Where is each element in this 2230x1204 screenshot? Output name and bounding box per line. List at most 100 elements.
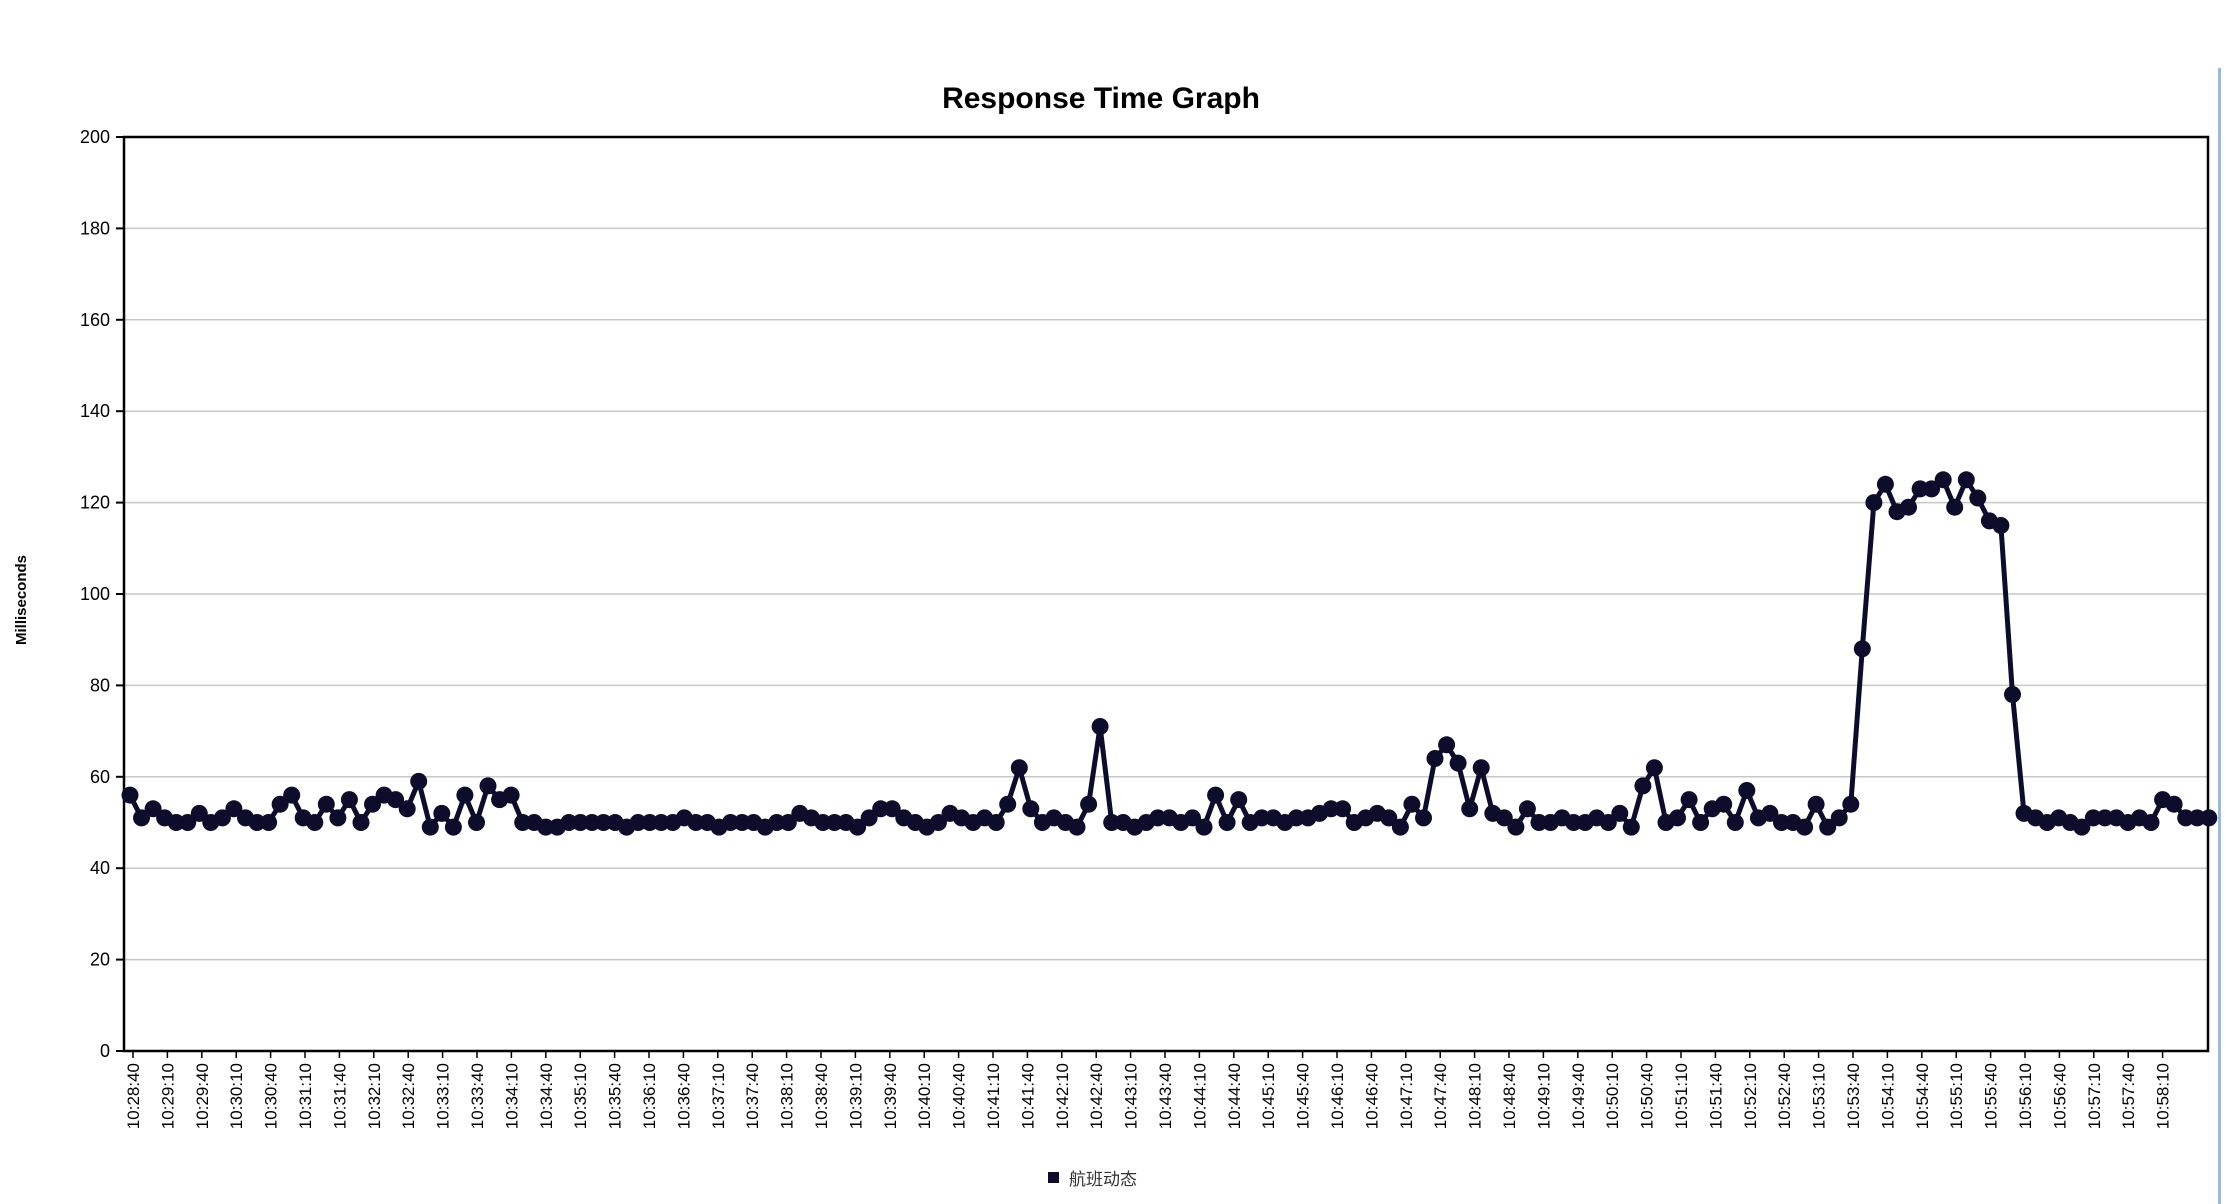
- x-tick-label: 10:32:40: [399, 1063, 418, 1129]
- data-point: [1195, 818, 1213, 836]
- data-point: [271, 795, 289, 813]
- x-tick-label: 10:37:10: [709, 1063, 728, 1129]
- data-point: [2004, 686, 2021, 703]
- x-tick-label: 10:57:40: [2119, 1063, 2138, 1129]
- data-point: [929, 814, 947, 831]
- data-point: [456, 786, 474, 804]
- data-point: [1680, 791, 1698, 809]
- data-point: [1010, 759, 1028, 777]
- x-tick-label: 10:39:40: [881, 1063, 900, 1129]
- x-tick-label: 10:46:10: [1328, 1063, 1347, 1129]
- x-tick-label: 10:41:10: [984, 1063, 1003, 1129]
- x-tick-label: 10:36:10: [640, 1063, 659, 1129]
- x-tick-label: 10:58:10: [2154, 1063, 2173, 1129]
- data-point: [2142, 814, 2160, 831]
- data-point: [133, 809, 150, 827]
- data-point: [1669, 809, 1686, 827]
- data-point: [1599, 814, 1617, 831]
- data-point: [1934, 471, 1952, 489]
- x-tick-label: 10:52:10: [1741, 1063, 1760, 1129]
- chart-title: Response Time Graph: [942, 82, 1260, 115]
- data-point: [1957, 471, 1975, 489]
- y-tick-label: 140: [80, 401, 110, 421]
- x-tick-label: 10:39:10: [846, 1063, 865, 1129]
- x-tick-label: 10:56:10: [2016, 1063, 2035, 1129]
- data-point: [779, 814, 797, 831]
- x-tick-label: 10:54:10: [1878, 1063, 1897, 1129]
- x-tick-label: 10:48:40: [1500, 1063, 1519, 1129]
- x-tick-label: 10:50:10: [1603, 1063, 1622, 1129]
- x-tick-label: 10:44:40: [1225, 1063, 1244, 1129]
- data-point: [860, 809, 878, 827]
- data-point: [987, 814, 1005, 831]
- x-axis-ticks: 10:28:40 10:29:10 10:29:40 10:30:10 10:30:40…: [124, 1051, 2173, 1129]
- legend-swatch: [1048, 1171, 1059, 1183]
- y-tick-label: 0: [100, 1041, 110, 1061]
- data-point: [1415, 809, 1432, 827]
- y-tick-label: 120: [80, 493, 110, 513]
- data-point: [398, 800, 416, 818]
- data-point: [999, 795, 1017, 813]
- data-point: [283, 786, 301, 804]
- data-point: [260, 814, 278, 831]
- grid-lines: [124, 227, 2208, 961]
- data-point: [144, 800, 162, 818]
- x-tick-label: 10:42:40: [1087, 1063, 1106, 1129]
- x-tick-label: 10:30:10: [227, 1063, 246, 1129]
- x-tick-label: 10:32:10: [365, 1063, 384, 1129]
- data-point: [1461, 800, 1479, 818]
- x-tick-label: 10:41:40: [1018, 1063, 1037, 1129]
- data-point: [421, 818, 439, 836]
- data-point: [1403, 795, 1421, 813]
- data-point: [1715, 795, 1733, 813]
- data-point: [1819, 818, 1837, 836]
- data-point: [1853, 640, 1871, 658]
- x-tick-label: 10:53:40: [1844, 1063, 1863, 1129]
- data-point: [329, 809, 347, 827]
- y-tick-label: 180: [80, 218, 110, 238]
- x-tick-label: 10:48:10: [1466, 1063, 1485, 1129]
- x-tick-label: 10:31:40: [330, 1063, 349, 1129]
- data-point: [433, 804, 451, 822]
- x-tick-label: 10:33:10: [434, 1063, 453, 1129]
- data-point: [213, 809, 231, 827]
- x-tick-label: 10:43:40: [1156, 1063, 1175, 1129]
- data-point: [1068, 818, 1086, 836]
- data-point: [1865, 494, 1883, 512]
- data-point: [1426, 750, 1444, 767]
- data-point: [1796, 818, 1814, 836]
- data-point: [317, 795, 335, 813]
- data-point: [1634, 777, 1652, 795]
- data-point: [2073, 818, 2091, 836]
- data-point: [1969, 489, 1987, 507]
- x-tick-label: 10:49:40: [1569, 1063, 1588, 1129]
- x-tick-label: 10:29:40: [193, 1063, 212, 1129]
- x-tick-label: 10:46:40: [1362, 1063, 1381, 1129]
- y-tick-label: 20: [90, 950, 110, 970]
- data-point: [1230, 791, 1248, 809]
- data-point: [1842, 795, 1860, 813]
- x-tick-label: 10:56:40: [2050, 1063, 2069, 1129]
- x-tick-label: 10:42:10: [1053, 1063, 1072, 1129]
- data-point: [1518, 800, 1536, 818]
- legend: 航班动态: [1048, 1165, 1137, 1190]
- x-tick-label: 10:28:40: [124, 1063, 143, 1129]
- y-tick-label: 80: [90, 675, 110, 695]
- y-tick-label: 60: [90, 767, 110, 787]
- data-point: [1207, 786, 1225, 804]
- x-tick-label: 10:33:40: [468, 1063, 487, 1129]
- x-tick-label: 10:47:10: [1397, 1063, 1416, 1129]
- data-point: [340, 791, 358, 809]
- data-point: [2200, 809, 2218, 827]
- data-point: [352, 814, 370, 831]
- data-point: [190, 804, 208, 822]
- data-point: [1923, 480, 1941, 498]
- y-tick-label: 40: [90, 858, 110, 878]
- x-tick-label: 10:57:10: [2085, 1063, 2104, 1129]
- data-point: [1218, 814, 1236, 831]
- series-layer: [121, 471, 2218, 836]
- data-point: [306, 814, 324, 831]
- data-point: [1900, 498, 1917, 516]
- data-point: [1184, 809, 1201, 827]
- data-point: [1876, 475, 1894, 493]
